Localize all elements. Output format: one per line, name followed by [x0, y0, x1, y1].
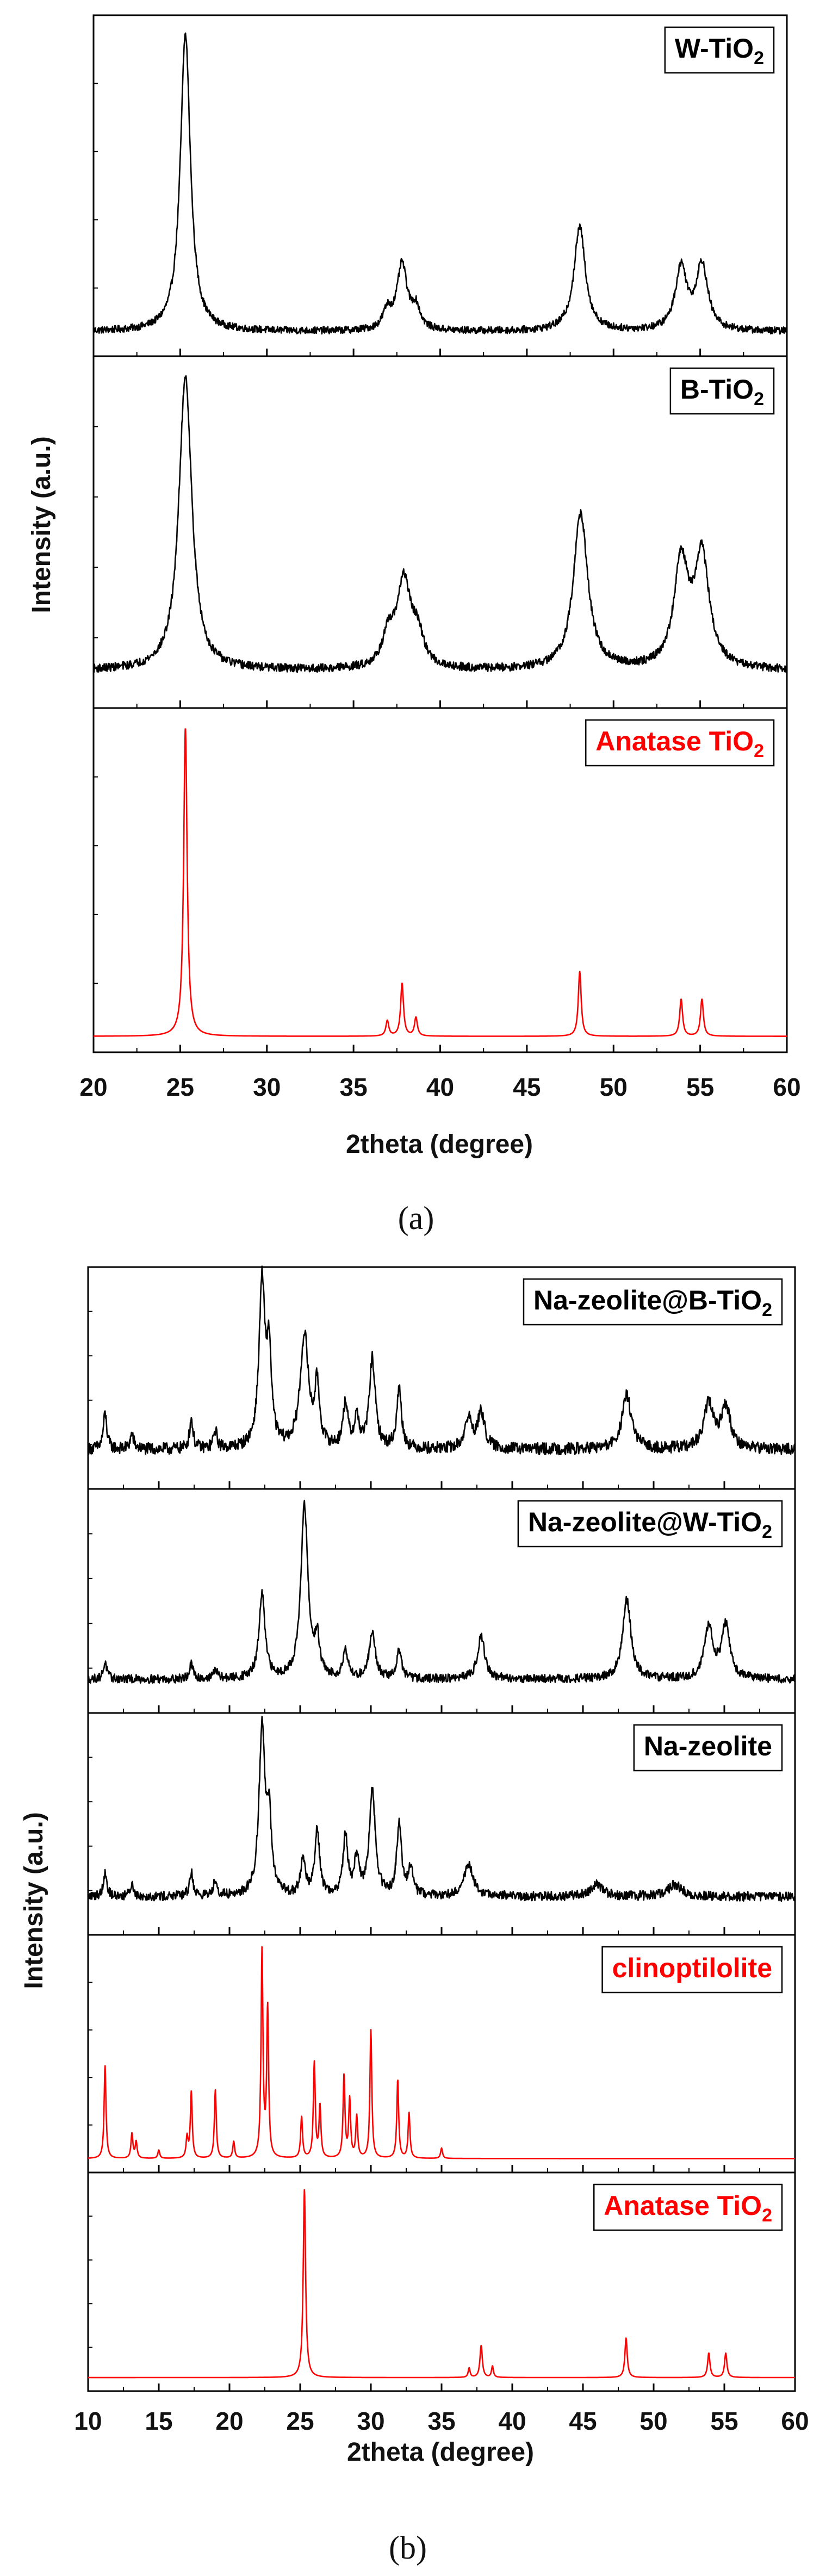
x-tick-label: 55 — [710, 2407, 738, 2435]
series-line-anatase-tio2 — [93, 728, 787, 1037]
legend-label: W-TiO2 — [675, 33, 764, 69]
panel-1-0: Na-zeolite@B-TiO2 — [87, 1265, 796, 1490]
panel-1-3: clinoptilolite — [87, 1934, 796, 2174]
x-tick-label: 35 — [340, 1073, 368, 1101]
chart-a-caption: (a) — [398, 1200, 434, 1236]
series-line-na-zeolite-b-tio2 — [87, 1265, 796, 1456]
legend-box — [593, 2183, 783, 2231]
legend-label-main: Na-zeolite@W-TiO — [528, 1507, 762, 1537]
legend-label-subscript: 2 — [754, 48, 764, 69]
series-line-na-zeolite — [87, 1716, 796, 1902]
x-tick-label: 40 — [498, 2407, 526, 2435]
chart-a-xlabel: 2theta (degree) — [346, 1130, 533, 1159]
legend-label: Anatase TiO2 — [595, 726, 764, 761]
legend-label: Na-zeolite — [644, 1731, 772, 1761]
panel-1-2: Na-zeolite — [87, 1712, 796, 1936]
series-line-w-tio2 — [92, 32, 788, 335]
legend-label-main: Anatase TiO — [604, 2190, 762, 2221]
chart-a-ylabel: Intensity (a.u.) — [27, 436, 56, 613]
legend-box — [585, 719, 775, 767]
legend-label: B-TiO2 — [680, 374, 764, 409]
chart-b-plot-area: Na-zeolite@B-TiO2Na-zeolite@W-TiO2Na-zeo… — [74, 1265, 809, 2435]
legend-label-subscript: 2 — [762, 1522, 772, 1542]
x-tick-label: 15 — [145, 2407, 172, 2435]
panel-1-4: Anatase TiO2 — [87, 2171, 796, 2392]
legend-box — [601, 1946, 783, 1994]
legend-label: Anatase TiO2 — [604, 2190, 772, 2226]
x-tick-label: 60 — [773, 1073, 800, 1101]
panel-0-2: Anatase TiO2 — [92, 707, 788, 1053]
legend-label-subscript: 2 — [762, 1300, 772, 1320]
chart-a: Intensity (a.u.) 2theta (degree) (a) W-T… — [27, 14, 801, 1236]
x-tick-label: 25 — [166, 1073, 194, 1101]
legend-label: Na-zeolite@B-TiO2 — [533, 1285, 772, 1320]
x-tick-label: 45 — [513, 1073, 541, 1101]
series-line-anatase-tio2 — [88, 2189, 796, 2379]
x-tick-label: 45 — [569, 2407, 597, 2435]
series-line-na-zeolite-w-tio2 — [88, 1499, 796, 1684]
x-tick-label: 20 — [79, 1073, 107, 1101]
legend-label-main: clinoptilolite — [612, 1953, 772, 1983]
x-tick-label: 35 — [427, 2407, 455, 2435]
x-tick-label: 50 — [639, 2407, 667, 2435]
legend-label-main: B-TiO — [680, 374, 754, 405]
x-tick-label: 25 — [286, 2407, 314, 2435]
legend-label-main: Na-zeolite — [644, 1731, 772, 1761]
legend-box — [664, 26, 775, 74]
x-tick-label: 10 — [74, 2407, 102, 2435]
x-tick-label: 20 — [215, 2407, 243, 2435]
x-tick-label: 50 — [600, 1073, 628, 1101]
legend-label-main: W-TiO — [675, 33, 754, 64]
chart-b-xlabel: 2theta (degree) — [347, 2438, 534, 2467]
legend-box — [633, 1724, 783, 1772]
series-line-b-tio2 — [92, 375, 788, 673]
chart-b-caption: (b) — [389, 2530, 427, 2566]
legend-label-main: Na-zeolite@B-TiO — [533, 1285, 762, 1315]
x-tick-label: 30 — [357, 2407, 384, 2435]
legend-label-main: Anatase TiO — [595, 726, 754, 756]
legend-label: clinoptilolite — [612, 1953, 772, 1983]
x-tick-label: 60 — [781, 2407, 809, 2435]
x-tick-label: 40 — [426, 1073, 454, 1101]
chart-b-ylabel: Intensity (a.u.) — [20, 1812, 48, 1989]
x-tick-label: 30 — [253, 1073, 281, 1101]
legend-label: Na-zeolite@W-TiO2 — [528, 1507, 772, 1542]
chart-b: Intensity (a.u.) 2theta (degree) (b) Na-… — [20, 1265, 809, 2566]
panel-0-0: W-TiO2 — [92, 14, 788, 357]
panel-0-1: B-TiO2 — [92, 355, 788, 709]
legend-label-subscript: 2 — [762, 2205, 772, 2226]
series-line-clinoptilolite — [88, 1946, 796, 2159]
x-tick-label: 55 — [686, 1073, 714, 1101]
legend-label-subscript: 2 — [754, 389, 764, 409]
legend-label-subscript: 2 — [754, 741, 764, 761]
legend-box — [669, 367, 775, 415]
legend-box — [523, 1278, 783, 1326]
legend-box — [517, 1500, 783, 1548]
panel-1-1: Na-zeolite@W-TiO2 — [87, 1488, 796, 1714]
